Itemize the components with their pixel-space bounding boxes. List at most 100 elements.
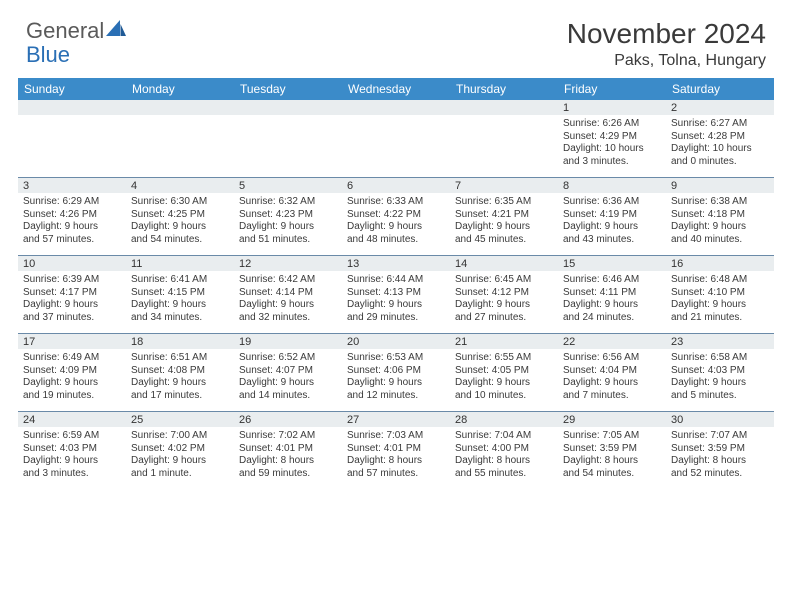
brand-part2: Blue bbox=[26, 42, 70, 68]
sunrise-text: Sunrise: 6:32 AM bbox=[239, 196, 337, 209]
daylight-text-2: and 52 minutes. bbox=[671, 468, 769, 481]
daylight-text-2: and 0 minutes. bbox=[671, 156, 769, 169]
sunrise-text: Sunrise: 6:35 AM bbox=[455, 196, 553, 209]
day-text: Sunrise: 6:44 AMSunset: 4:13 PMDaylight:… bbox=[347, 274, 445, 324]
day-cell: Sunrise: 6:55 AMSunset: 4:05 PMDaylight:… bbox=[450, 349, 558, 411]
daylight-text-2: and 32 minutes. bbox=[239, 312, 337, 325]
sunset-text: Sunset: 4:05 PM bbox=[455, 365, 553, 378]
month-title: November 2024 bbox=[567, 18, 766, 50]
day-header: Saturday bbox=[666, 78, 774, 100]
daylight-text-2: and 12 minutes. bbox=[347, 390, 445, 403]
day-header: Thursday bbox=[450, 78, 558, 100]
daylight-text-1: Daylight: 9 hours bbox=[131, 455, 229, 468]
sunrise-text: Sunrise: 6:44 AM bbox=[347, 274, 445, 287]
day-cell: Sunrise: 6:45 AMSunset: 4:12 PMDaylight:… bbox=[450, 271, 558, 333]
sunset-text: Sunset: 4:28 PM bbox=[671, 131, 769, 144]
sunset-text: Sunset: 4:03 PM bbox=[671, 365, 769, 378]
daylight-text-2: and 29 minutes. bbox=[347, 312, 445, 325]
daylight-text-1: Daylight: 9 hours bbox=[347, 377, 445, 390]
day-number: 22 bbox=[558, 334, 666, 349]
week-row: Sunrise: 6:39 AMSunset: 4:17 PMDaylight:… bbox=[18, 271, 774, 333]
sunset-text: Sunset: 4:07 PM bbox=[239, 365, 337, 378]
brand-logo: General bbox=[26, 18, 126, 44]
day-number: 20 bbox=[342, 334, 450, 349]
sunset-text: Sunset: 4:19 PM bbox=[563, 209, 661, 222]
day-text: Sunrise: 6:56 AMSunset: 4:04 PMDaylight:… bbox=[563, 352, 661, 402]
day-text: Sunrise: 7:04 AMSunset: 4:00 PMDaylight:… bbox=[455, 430, 553, 480]
sunrise-text: Sunrise: 6:36 AM bbox=[563, 196, 661, 209]
day-header: Friday bbox=[558, 78, 666, 100]
daylight-text-2: and 51 minutes. bbox=[239, 234, 337, 247]
day-text: Sunrise: 6:38 AMSunset: 4:18 PMDaylight:… bbox=[671, 196, 769, 246]
daylight-text-2: and 14 minutes. bbox=[239, 390, 337, 403]
day-text: Sunrise: 6:29 AMSunset: 4:26 PMDaylight:… bbox=[23, 196, 121, 246]
week-number-row: 10111213141516 bbox=[18, 255, 774, 271]
weeks-container: 12Sunrise: 6:26 AMSunset: 4:29 PMDayligh… bbox=[18, 100, 774, 489]
day-number: 29 bbox=[558, 412, 666, 427]
day-cell: Sunrise: 7:07 AMSunset: 3:59 PMDaylight:… bbox=[666, 427, 774, 489]
sunset-text: Sunset: 4:23 PM bbox=[239, 209, 337, 222]
day-number: 15 bbox=[558, 256, 666, 271]
sunset-text: Sunset: 4:15 PM bbox=[131, 287, 229, 300]
day-cell: Sunrise: 6:46 AMSunset: 4:11 PMDaylight:… bbox=[558, 271, 666, 333]
day-number bbox=[450, 100, 558, 115]
day-number bbox=[342, 100, 450, 115]
day-number bbox=[234, 100, 342, 115]
day-cell: Sunrise: 6:44 AMSunset: 4:13 PMDaylight:… bbox=[342, 271, 450, 333]
day-cell: Sunrise: 7:00 AMSunset: 4:02 PMDaylight:… bbox=[126, 427, 234, 489]
sunset-text: Sunset: 4:21 PM bbox=[455, 209, 553, 222]
sunrise-text: Sunrise: 6:33 AM bbox=[347, 196, 445, 209]
day-number: 5 bbox=[234, 178, 342, 193]
day-cell: Sunrise: 7:02 AMSunset: 4:01 PMDaylight:… bbox=[234, 427, 342, 489]
day-text: Sunrise: 6:41 AMSunset: 4:15 PMDaylight:… bbox=[131, 274, 229, 324]
sunset-text: Sunset: 4:17 PM bbox=[23, 287, 121, 300]
day-cell bbox=[126, 115, 234, 177]
daylight-text-1: Daylight: 9 hours bbox=[563, 299, 661, 312]
day-header: Monday bbox=[126, 78, 234, 100]
day-number: 17 bbox=[18, 334, 126, 349]
sunrise-text: Sunrise: 6:38 AM bbox=[671, 196, 769, 209]
sunset-text: Sunset: 4:22 PM bbox=[347, 209, 445, 222]
sunset-text: Sunset: 4:04 PM bbox=[563, 365, 661, 378]
sunset-text: Sunset: 4:01 PM bbox=[347, 443, 445, 456]
daylight-text-1: Daylight: 9 hours bbox=[131, 299, 229, 312]
sunrise-text: Sunrise: 6:29 AM bbox=[23, 196, 121, 209]
day-cell: Sunrise: 6:38 AMSunset: 4:18 PMDaylight:… bbox=[666, 193, 774, 255]
brand-part1: General bbox=[26, 18, 104, 44]
daylight-text-1: Daylight: 10 hours bbox=[563, 143, 661, 156]
day-text: Sunrise: 6:53 AMSunset: 4:06 PMDaylight:… bbox=[347, 352, 445, 402]
daylight-text-1: Daylight: 9 hours bbox=[239, 221, 337, 234]
daylight-text-2: and 7 minutes. bbox=[563, 390, 661, 403]
sunrise-text: Sunrise: 7:00 AM bbox=[131, 430, 229, 443]
sunrise-text: Sunrise: 7:04 AM bbox=[455, 430, 553, 443]
week-number-row: 24252627282930 bbox=[18, 411, 774, 427]
daylight-text-1: Daylight: 9 hours bbox=[23, 221, 121, 234]
day-cell: Sunrise: 6:49 AMSunset: 4:09 PMDaylight:… bbox=[18, 349, 126, 411]
sunrise-text: Sunrise: 6:53 AM bbox=[347, 352, 445, 365]
day-header: Sunday bbox=[18, 78, 126, 100]
day-cell: Sunrise: 6:53 AMSunset: 4:06 PMDaylight:… bbox=[342, 349, 450, 411]
daylight-text-2: and 54 minutes. bbox=[563, 468, 661, 481]
day-number: 4 bbox=[126, 178, 234, 193]
day-cell: Sunrise: 6:29 AMSunset: 4:26 PMDaylight:… bbox=[18, 193, 126, 255]
daylight-text-2: and 1 minute. bbox=[131, 468, 229, 481]
sunset-text: Sunset: 4:11 PM bbox=[563, 287, 661, 300]
daylight-text-1: Daylight: 9 hours bbox=[671, 377, 769, 390]
daylight-text-2: and 40 minutes. bbox=[671, 234, 769, 247]
day-cell: Sunrise: 6:39 AMSunset: 4:17 PMDaylight:… bbox=[18, 271, 126, 333]
day-text: Sunrise: 6:39 AMSunset: 4:17 PMDaylight:… bbox=[23, 274, 121, 324]
daylight-text-1: Daylight: 10 hours bbox=[671, 143, 769, 156]
day-cell: Sunrise: 6:33 AMSunset: 4:22 PMDaylight:… bbox=[342, 193, 450, 255]
day-number: 30 bbox=[666, 412, 774, 427]
day-number bbox=[18, 100, 126, 115]
sunrise-text: Sunrise: 7:05 AM bbox=[563, 430, 661, 443]
daylight-text-1: Daylight: 9 hours bbox=[455, 377, 553, 390]
daylight-text-1: Daylight: 8 hours bbox=[671, 455, 769, 468]
day-number: 12 bbox=[234, 256, 342, 271]
day-number: 1 bbox=[558, 100, 666, 115]
day-number: 6 bbox=[342, 178, 450, 193]
sunset-text: Sunset: 4:03 PM bbox=[23, 443, 121, 456]
sunrise-text: Sunrise: 6:26 AM bbox=[563, 118, 661, 131]
day-text: Sunrise: 6:33 AMSunset: 4:22 PMDaylight:… bbox=[347, 196, 445, 246]
week-number-row: 3456789 bbox=[18, 177, 774, 193]
